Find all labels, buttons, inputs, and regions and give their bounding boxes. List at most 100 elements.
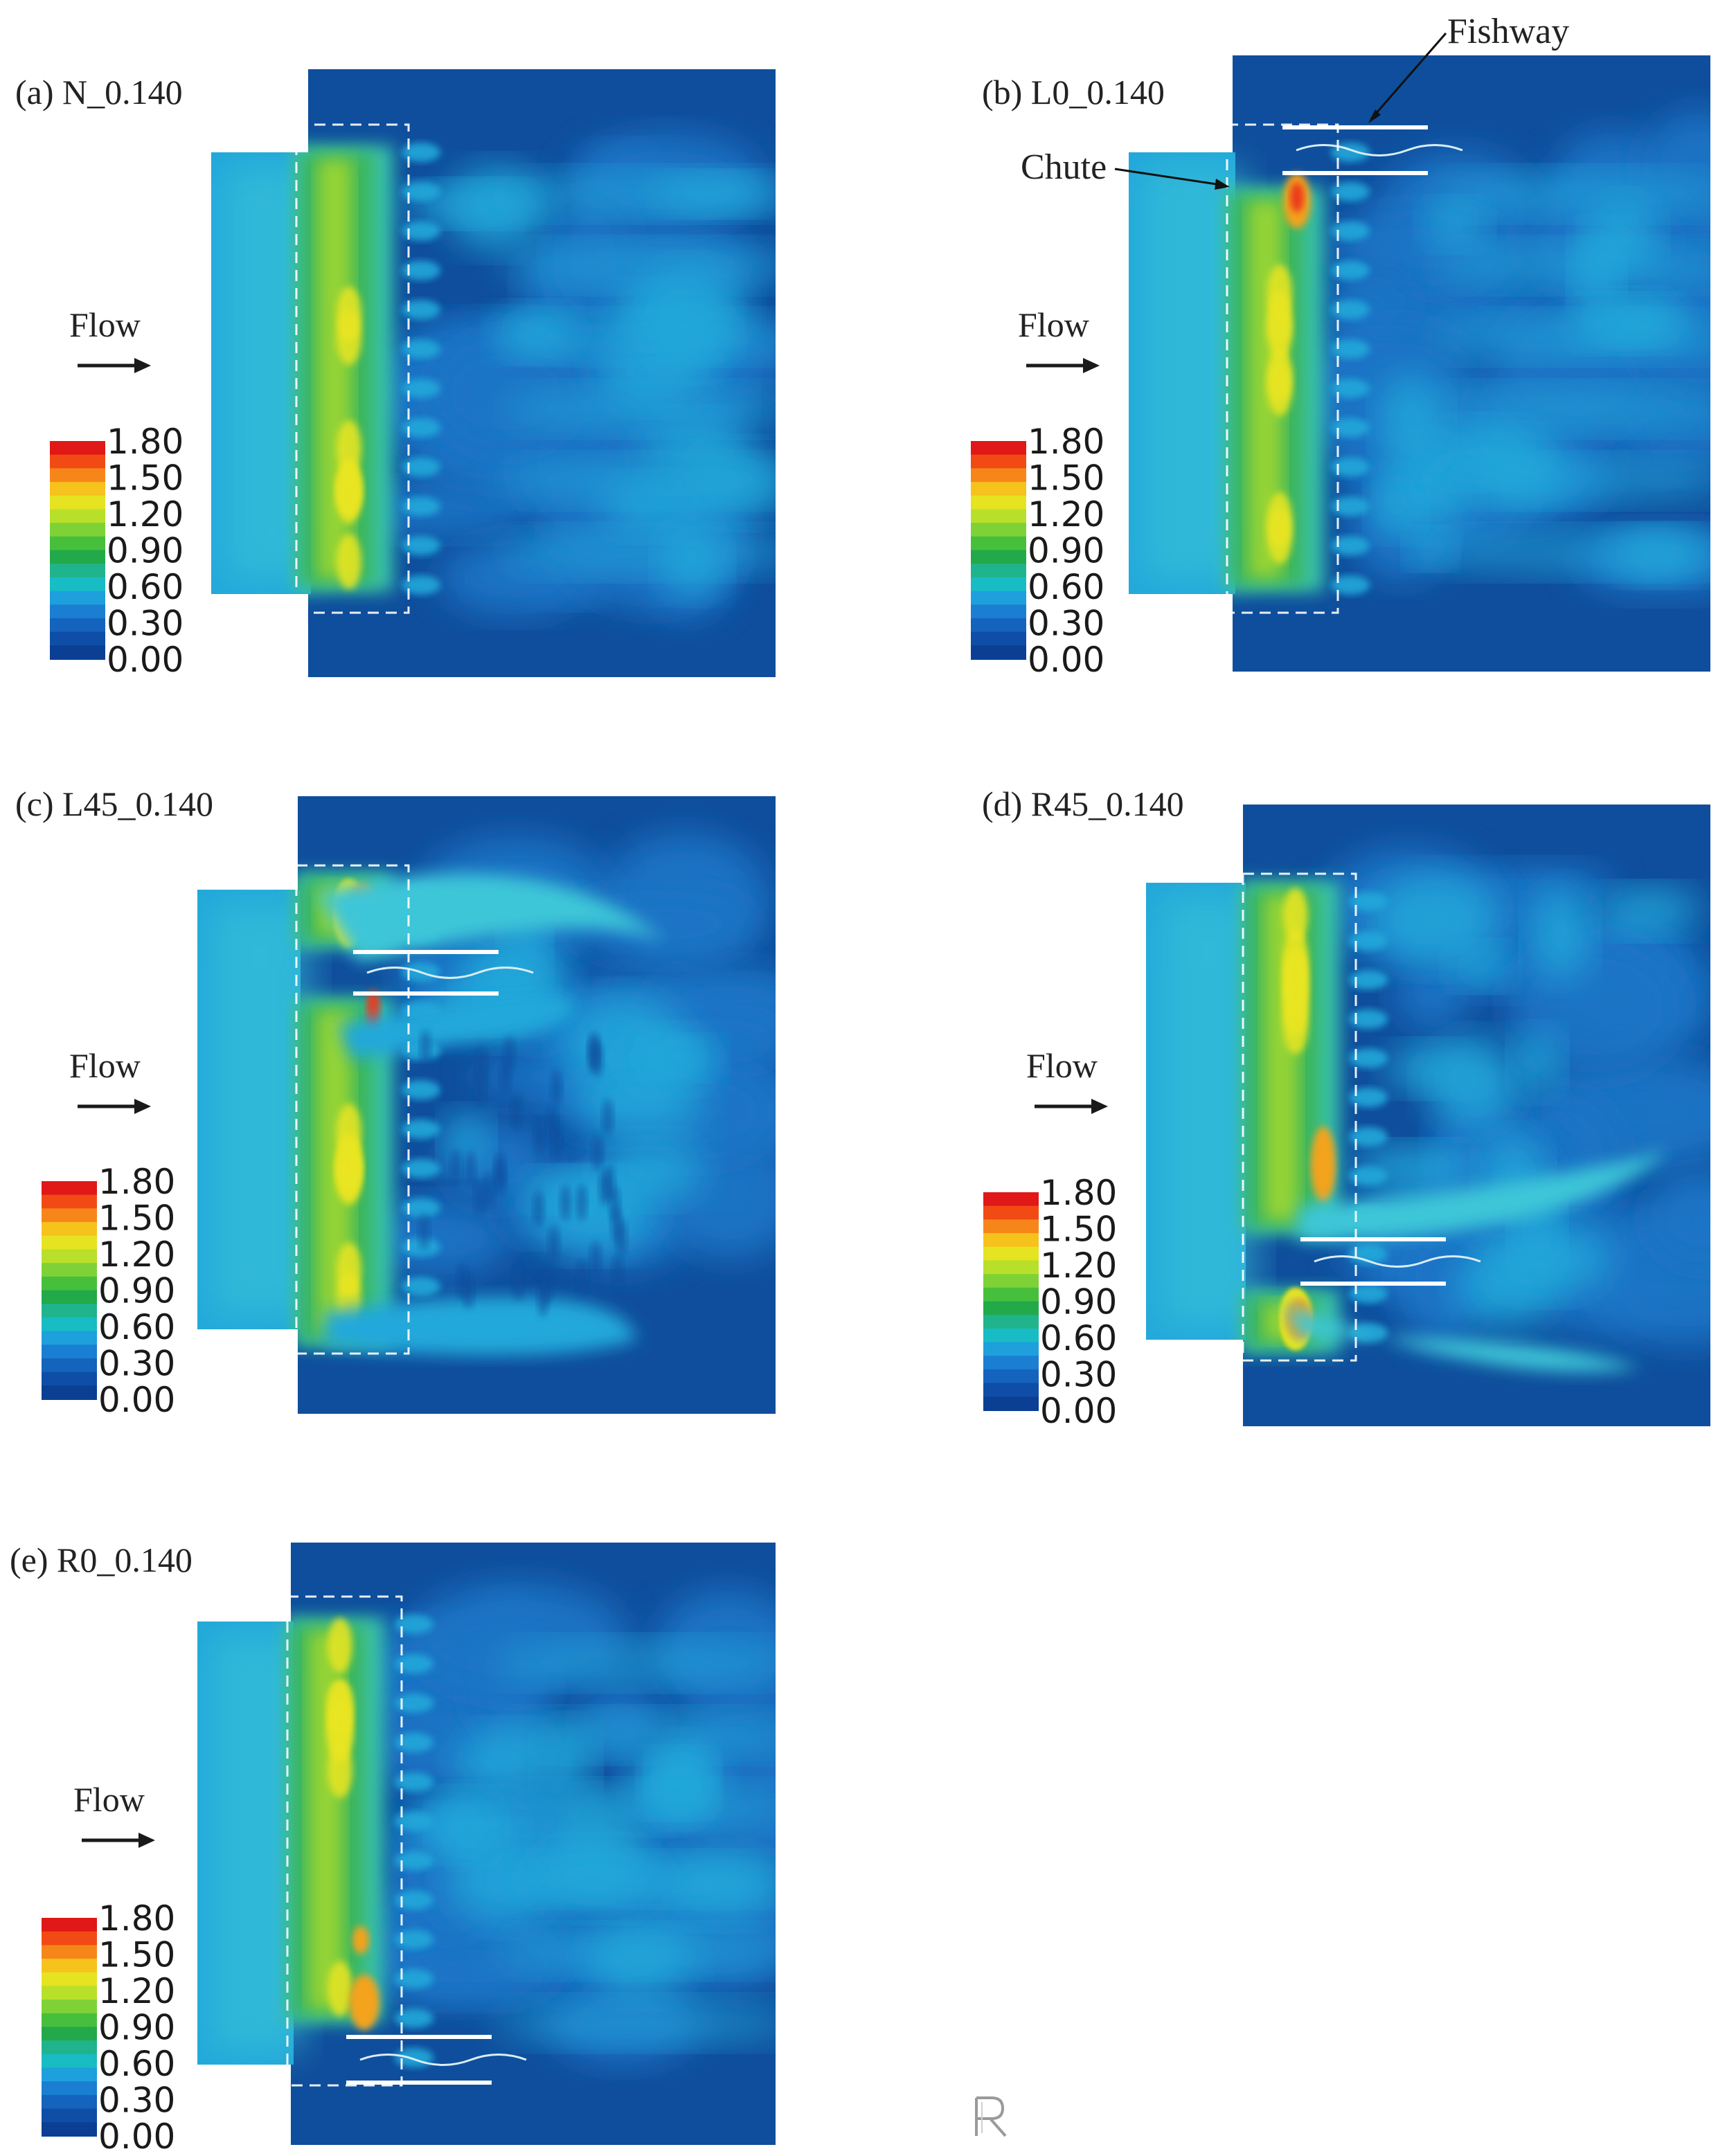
- colorbar-swatch: [971, 454, 1026, 469]
- colorbar-tick-label: 0.90: [1040, 1282, 1117, 1322]
- colorbar-swatch: [50, 618, 105, 633]
- colorbar-tick-label: 1.80: [98, 1898, 175, 1939]
- colorbar-swatch: [50, 550, 105, 565]
- colorbar-swatch: [971, 495, 1026, 510]
- chute-outline: [286, 1595, 403, 2087]
- flow-label: Flow: [69, 305, 141, 344]
- fishway-annotation: Fishway: [1447, 12, 1569, 51]
- colorbar-swatch: [50, 577, 105, 592]
- panel-label-a: (a) N_0.140: [15, 73, 183, 111]
- annotations: Fishway Chute: [1021, 12, 1569, 190]
- colorbar-tick-label: 0.60: [98, 2044, 175, 2084]
- colorbar-swatch: [42, 1194, 97, 1210]
- colorbar-swatch: [971, 536, 1026, 551]
- colorbar-tick-label: 1.50: [107, 458, 184, 498]
- colorbar-swatch: [983, 1192, 1039, 1207]
- panel-c: (c) L45_0.140 Flow 1.801.501.200.900.600.3…: [15, 784, 776, 1420]
- colorbar-swatch: [50, 591, 105, 606]
- velocity-field-c: [197, 796, 776, 1414]
- colorbar-swatch: [971, 577, 1026, 592]
- flow-arrow-icon: [134, 358, 151, 373]
- colorbar-tick-label: 0.60: [107, 567, 184, 607]
- colorbar-tick-label: 1.20: [98, 1971, 175, 2011]
- colorbar-swatch: [983, 1328, 1039, 1343]
- colorbar-tick-label: 0.00: [98, 1380, 175, 1420]
- colorbar-tick-label: 1.20: [1040, 1246, 1117, 1286]
- flow-arrow-icon: [134, 1099, 151, 1114]
- velocity-field-a: [211, 69, 776, 677]
- colorbar-swatch: [42, 1222, 97, 1237]
- flow-label: Flow: [1018, 305, 1089, 344]
- colorbar: 1.801.501.200.900.600.300.00: [971, 422, 1104, 680]
- colorbar-tick-label: 1.50: [1040, 1210, 1117, 1250]
- colorbar-swatch: [971, 645, 1026, 660]
- colorbar-tick-label: 0.90: [98, 1271, 175, 1311]
- fishway-leader-line: [1370, 33, 1447, 120]
- colorbar-swatch: [971, 441, 1026, 456]
- colorbar-swatch: [983, 1219, 1039, 1234]
- colorbar-swatch: [42, 2067, 97, 2083]
- colorbar-swatch: [50, 645, 105, 660]
- velocity-field-d: [1146, 805, 1710, 1426]
- colorbar-swatch: [42, 1372, 97, 1387]
- colorbar-tick-label: 0.90: [98, 2008, 175, 2048]
- colorbar-swatch: [50, 523, 105, 537]
- colorbar-swatch: [42, 1181, 97, 1196]
- colorbar-swatch: [971, 604, 1026, 619]
- colorbar-swatch: [50, 631, 105, 647]
- colorbar-swatch: [983, 1396, 1039, 1411]
- flow-arrow-icon: [1091, 1099, 1108, 1114]
- colorbar-swatch: [42, 1385, 97, 1400]
- colorbar-swatch: [50, 509, 105, 524]
- colorbar-swatch: [983, 1260, 1039, 1275]
- colorbar-tick-label: 1.50: [98, 1198, 175, 1239]
- colorbar-swatch: [42, 2108, 97, 2123]
- flow-arrow-icon: [1083, 358, 1100, 373]
- colorbar-tick-label: 1.20: [98, 1234, 175, 1275]
- flow-label: Flow: [73, 1780, 145, 1819]
- panel-label-d: (d) R45_0.140: [982, 784, 1184, 823]
- colorbar-swatch: [42, 1276, 97, 1291]
- colorbar-swatch: [42, 1945, 97, 1960]
- colorbar-swatch: [983, 1287, 1039, 1302]
- chute-outline: [295, 864, 410, 1355]
- colorbar-swatch: [42, 1986, 97, 2001]
- colorbar-swatch: [42, 1290, 97, 1305]
- fishway-leader-arrow-icon: [1368, 109, 1381, 123]
- colorbar-swatch: [983, 1369, 1039, 1384]
- colorbar-swatch: [983, 1274, 1039, 1288]
- colorbar-tick-label: 1.80: [1028, 422, 1104, 462]
- colorbar-swatch: [983, 1301, 1039, 1316]
- colorbar-swatch: [971, 523, 1026, 537]
- colorbar-tick-label: 0.30: [98, 1344, 175, 1384]
- flow-arrow-icon: [138, 1833, 155, 1848]
- colorbar-tick-label: 0.60: [1028, 567, 1104, 607]
- colorbar-swatch: [983, 1205, 1039, 1221]
- flow-label: Flow: [69, 1046, 141, 1085]
- chute-outline: [295, 123, 410, 614]
- colorbar-swatch: [971, 468, 1026, 483]
- panel-d: (d) R45_0.140 Flow 1.801.501.200.900.600.3…: [982, 784, 1710, 1431]
- colorbar-swatch: [42, 2040, 97, 2055]
- colorbar-swatch: [42, 1918, 97, 1932]
- colorbar-swatch: [50, 495, 105, 510]
- colorbar-swatch: [42, 1249, 97, 1264]
- colorbar-swatch: [971, 482, 1026, 496]
- panel-a: (a) N_0.140 Flow 1.801.501.200.900.600.300…: [15, 69, 776, 680]
- colorbar-tick-label: 0.30: [98, 2081, 175, 2121]
- flow-label: Flow: [1026, 1046, 1098, 1085]
- colorbar-swatch: [971, 564, 1026, 578]
- colorbar-tick-label: 0.90: [1028, 531, 1104, 571]
- colorbar-swatch: [42, 1263, 97, 1277]
- colorbar-swatch: [42, 1358, 97, 1373]
- velocity-field-b: [1129, 55, 1710, 672]
- colorbar-swatch: [42, 2027, 97, 2042]
- colorbar-swatch: [971, 550, 1026, 565]
- colorbar-swatch: [50, 482, 105, 496]
- colorbar-swatch: [50, 536, 105, 551]
- colorbar-swatch: [42, 1208, 97, 1223]
- colorbar-swatch: [42, 2081, 97, 2096]
- watermark-logo: [975, 2096, 1007, 2137]
- colorbar-swatch: [42, 1331, 97, 1346]
